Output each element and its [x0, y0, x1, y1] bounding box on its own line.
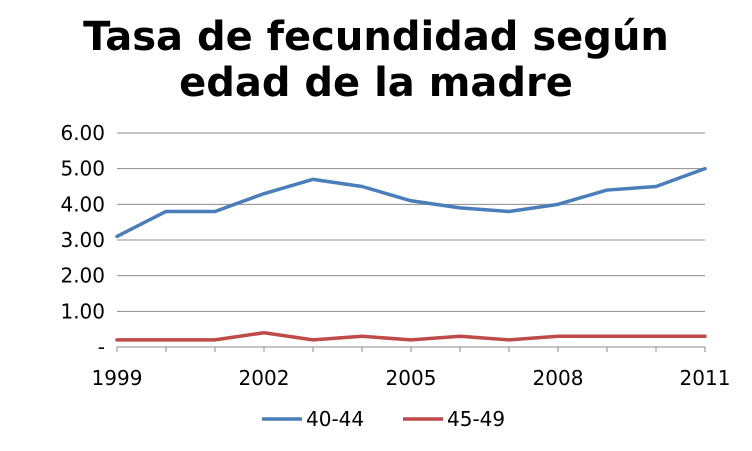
chart-title-line-1: Tasa de fecundidad según	[83, 14, 669, 60]
axes: - 1.00 2.00 3.00 4.00 5.00 6.00 1999 2002 2005 200…	[60, 121, 730, 390]
y-tick-label: 6.00	[60, 121, 105, 145]
legend-label: 45-49	[447, 407, 505, 431]
y-tick-label: 3.00	[60, 228, 105, 252]
legend-label: 40-44	[306, 407, 364, 431]
x-tick-label: 1999	[92, 366, 143, 390]
y-tick-label: -	[98, 335, 105, 359]
gridlines	[117, 132, 705, 312]
series-line-45-49	[115, 330, 707, 342]
x-tick-label: 2011	[680, 366, 731, 390]
y-tick-label: 1.00	[60, 299, 105, 323]
series-line-40-44	[115, 166, 707, 239]
y-tick-label: 2.00	[60, 264, 105, 288]
series-lines	[115, 166, 707, 342]
x-tick-label: 2008	[533, 366, 584, 390]
legend: 40-44 45-49	[262, 407, 505, 431]
y-tick-label: 4.00	[60, 192, 105, 216]
chart-title-line-2: edad de la madre	[179, 60, 573, 106]
x-tick-label: 2002	[239, 366, 290, 390]
chart-title: Tasa de fecundidad según edad de la madr…	[0, 14, 752, 106]
x-tick-label: 2005	[386, 366, 437, 390]
y-tick-label: 5.00	[60, 157, 105, 181]
